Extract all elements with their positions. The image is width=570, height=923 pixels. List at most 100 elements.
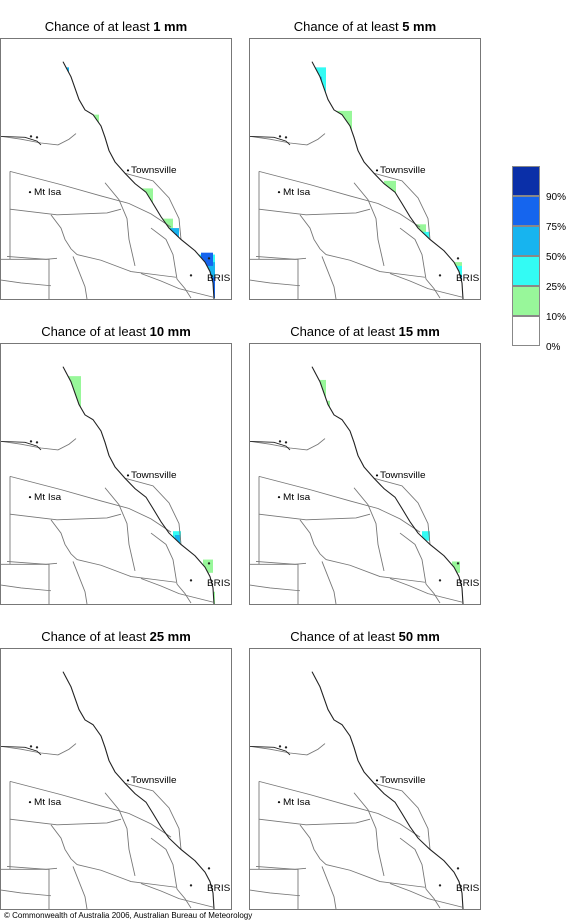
district-border [321, 561, 337, 604]
district-border [1, 438, 77, 451]
coastline [311, 366, 464, 604]
probability-cell [63, 376, 81, 439]
map-15mm: Townsville Mt Isa BRIS [249, 343, 481, 605]
brisbane-label: BRIS [207, 578, 231, 589]
district-border [373, 172, 431, 240]
district-border [9, 208, 122, 216]
district-border [425, 278, 441, 299]
brisbane-label: BRIS [207, 273, 231, 284]
district-border [72, 256, 88, 299]
gulf-coastline [1, 745, 42, 756]
district-border [124, 172, 182, 240]
legend-label-10: 10% [546, 312, 567, 323]
probability-cell [63, 404, 69, 422]
district-border [150, 837, 178, 890]
probability-cell [312, 116, 332, 132]
panel-title-prefix: Chance of at least [41, 324, 146, 339]
probability-cell [149, 218, 173, 261]
probability-cell [63, 713, 71, 721]
district-border [76, 559, 177, 583]
district-border [321, 256, 337, 299]
panel-title: Chance of at least 50 mm [249, 628, 481, 646]
gulf-coastline [250, 440, 291, 451]
queensland-map: Townsville Mt Isa BRIS [1, 671, 231, 909]
island [189, 884, 193, 887]
map-50mm: Townsville Mt Isa BRIS [249, 648, 481, 910]
probability-shading [49, 65, 215, 299]
island [189, 274, 193, 277]
district-border [353, 487, 385, 571]
district-border [250, 438, 326, 451]
map-25mm: Townsville Mt Isa BRIS [0, 648, 232, 910]
district-border [9, 170, 172, 228]
district-border [124, 477, 182, 545]
district-border [76, 254, 177, 278]
district-border [50, 519, 78, 560]
district-border [389, 883, 463, 908]
district-border [325, 559, 426, 583]
probability-cell [141, 188, 153, 210]
brisbane-label: BRIS [456, 273, 480, 284]
district-border [104, 182, 136, 266]
gulf-coastline [1, 440, 42, 451]
panel-title: Chance of at least 1 mm [0, 18, 232, 36]
panel-title-amount: 50 mm [398, 629, 440, 644]
district-border [1, 889, 52, 897]
mt-isa-marker [28, 191, 32, 194]
island [35, 441, 39, 444]
probability-cell [63, 65, 65, 89]
mt-isa-marker [28, 801, 32, 804]
legend-label-0: 0% [546, 342, 561, 353]
district-border [1, 584, 52, 592]
island [207, 562, 211, 565]
copyright-notice: © Commonwealth of Australia 2006, Austra… [4, 911, 253, 920]
district-border [389, 273, 463, 298]
panel-title-amount: 10 mm [149, 324, 191, 339]
mt-isa-label: Mt Isa [34, 187, 62, 198]
district-border [299, 214, 327, 255]
district-border [104, 792, 136, 876]
legend-label-90: 90% [546, 192, 567, 203]
island [278, 135, 282, 138]
island [456, 257, 460, 260]
townsville-label: Townsville [380, 775, 426, 786]
district-border [9, 780, 172, 838]
district-border [6, 561, 58, 565]
island [35, 746, 39, 749]
district-border [325, 254, 426, 278]
townsville-label: Townsville [380, 470, 426, 481]
queensland-map: Townsville Mt Isa BRIS [1, 61, 231, 299]
district-border [255, 256, 307, 260]
district-border [321, 866, 337, 909]
legend-swatch-50 [512, 226, 540, 256]
district-border [250, 584, 301, 592]
coastline [62, 671, 215, 909]
island [284, 136, 288, 139]
townsville-marker [126, 779, 130, 782]
panel-title-prefix: Chance of at least [44, 19, 150, 34]
queensland-map: Townsville Mt Isa BRIS [1, 366, 231, 604]
queensland-map: Townsville Mt Isa BRIS [250, 671, 480, 909]
district-border [124, 782, 182, 850]
district-border [9, 513, 122, 521]
coastline [62, 366, 215, 604]
probability-cell [422, 531, 430, 541]
district-border [1, 133, 77, 146]
panel-title: Chance of at least 10 mm [0, 323, 232, 341]
townsville-marker [375, 474, 379, 477]
panel-title-amount: 1 mm [153, 19, 188, 34]
coastline [62, 61, 215, 299]
district-border [325, 864, 426, 888]
legend-label-75: 75% [546, 222, 567, 233]
district-border [353, 792, 385, 876]
map-1mm: Townsville Mt Isa BRIS [0, 38, 232, 300]
island [278, 440, 282, 443]
probability-cell [49, 105, 63, 128]
district-border [299, 519, 327, 560]
probability-cell [175, 534, 180, 543]
island [189, 579, 193, 582]
probability-cell [452, 561, 460, 573]
inset-box [1, 868, 50, 909]
probability-cell [63, 67, 69, 134]
panel-title: Chance of at least 5 mm [249, 18, 481, 36]
